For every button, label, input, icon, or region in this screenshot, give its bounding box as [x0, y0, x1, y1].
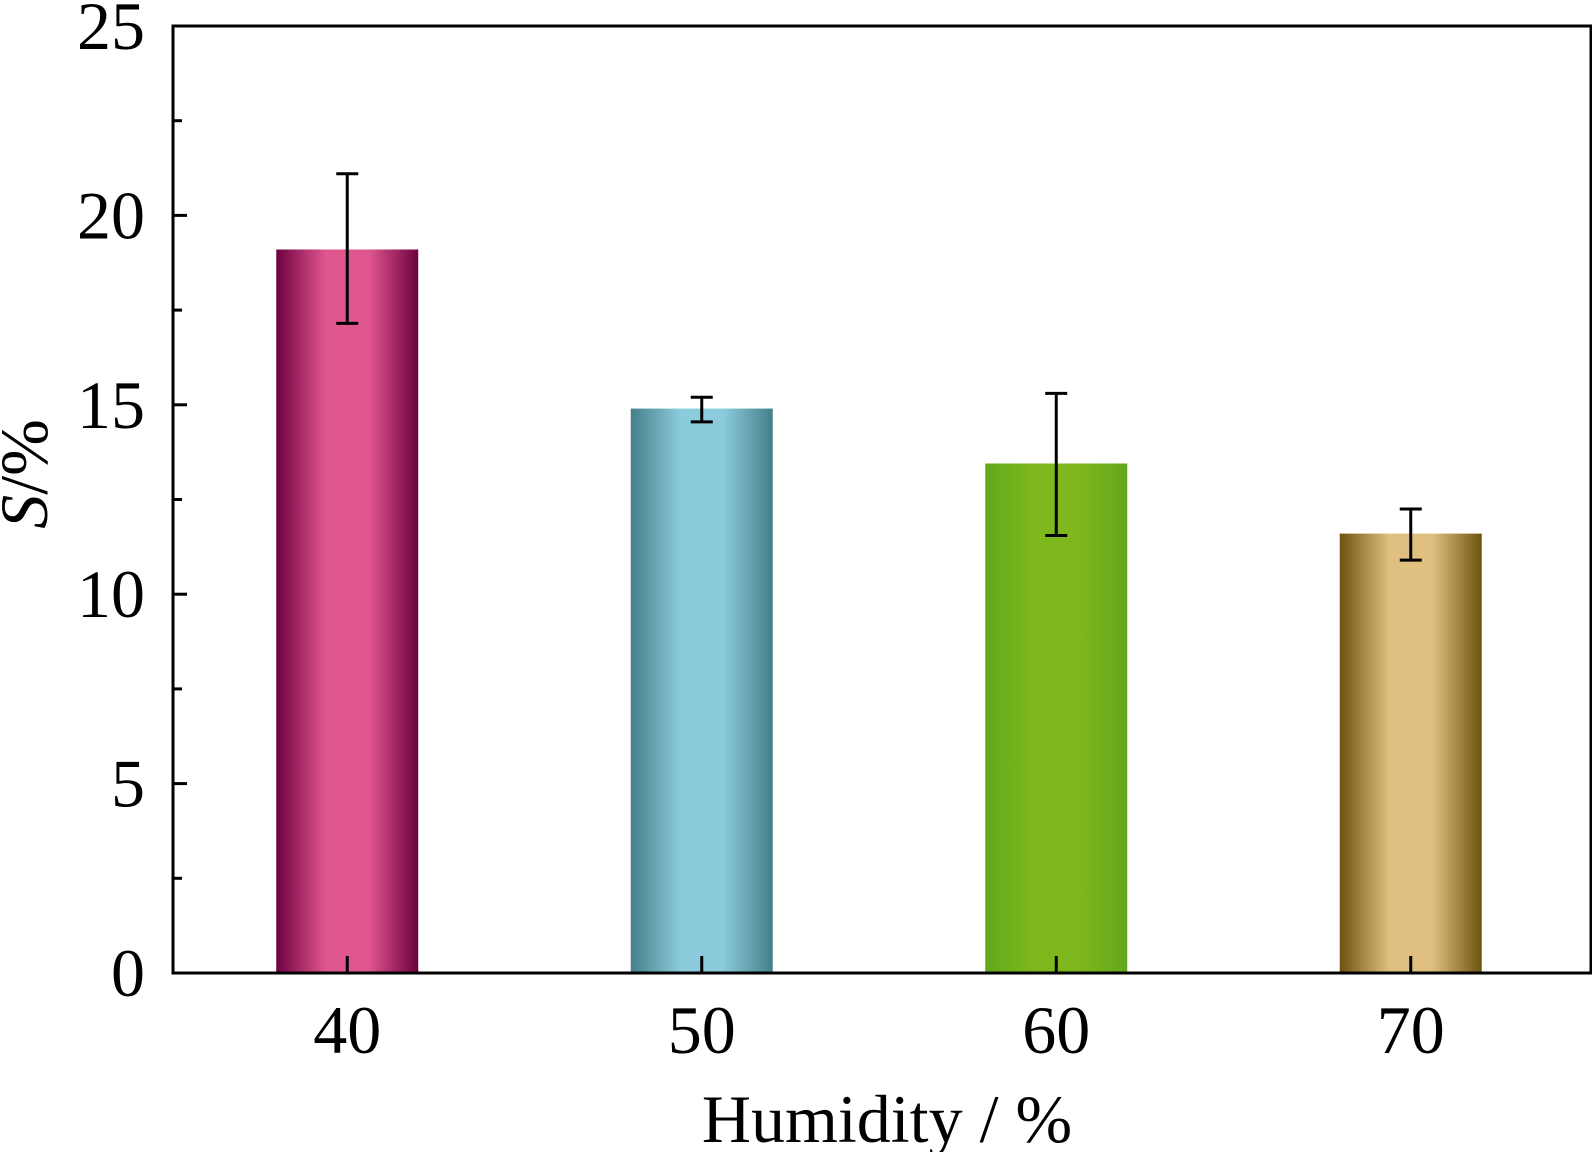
error-bar-50 [690, 395, 713, 424]
error-bar-60 [1045, 391, 1068, 537]
x-axis-title: Humidity / % [702, 1081, 1072, 1152]
y-tick-label-10: 10 [77, 556, 145, 632]
bar-70 [1339, 533, 1482, 973]
x-axis: 40 50 60 70 [313, 956, 1445, 1068]
y-axis-title: S/% [0, 419, 62, 529]
x-tick-label-40: 40 [313, 992, 381, 1068]
y-tick-label-5: 5 [111, 746, 145, 822]
x-tick-label-50: 50 [668, 992, 736, 1068]
error-bar-40 [336, 172, 359, 325]
y-axis-title-symbol: S [0, 495, 62, 529]
x-tick-label-70: 70 [1377, 992, 1445, 1068]
y-axis: 0 5 10 15 20 25 [77, 0, 187, 1011]
bar-40 [276, 249, 419, 973]
error-bar-70 [1399, 507, 1422, 562]
bars-layer [276, 249, 1482, 973]
y-tick-label-15: 15 [77, 367, 145, 443]
x-tick-label-60: 60 [1022, 992, 1090, 1068]
bar-50 [630, 408, 773, 973]
y-axis-title-unit: /% [0, 419, 62, 495]
bar-60 [985, 463, 1128, 973]
error-bars-layer [336, 172, 1422, 562]
y-tick-label-20: 20 [77, 177, 145, 253]
y-tick-label-0: 0 [111, 935, 145, 1011]
y-tick-label-25: 25 [77, 0, 145, 64]
